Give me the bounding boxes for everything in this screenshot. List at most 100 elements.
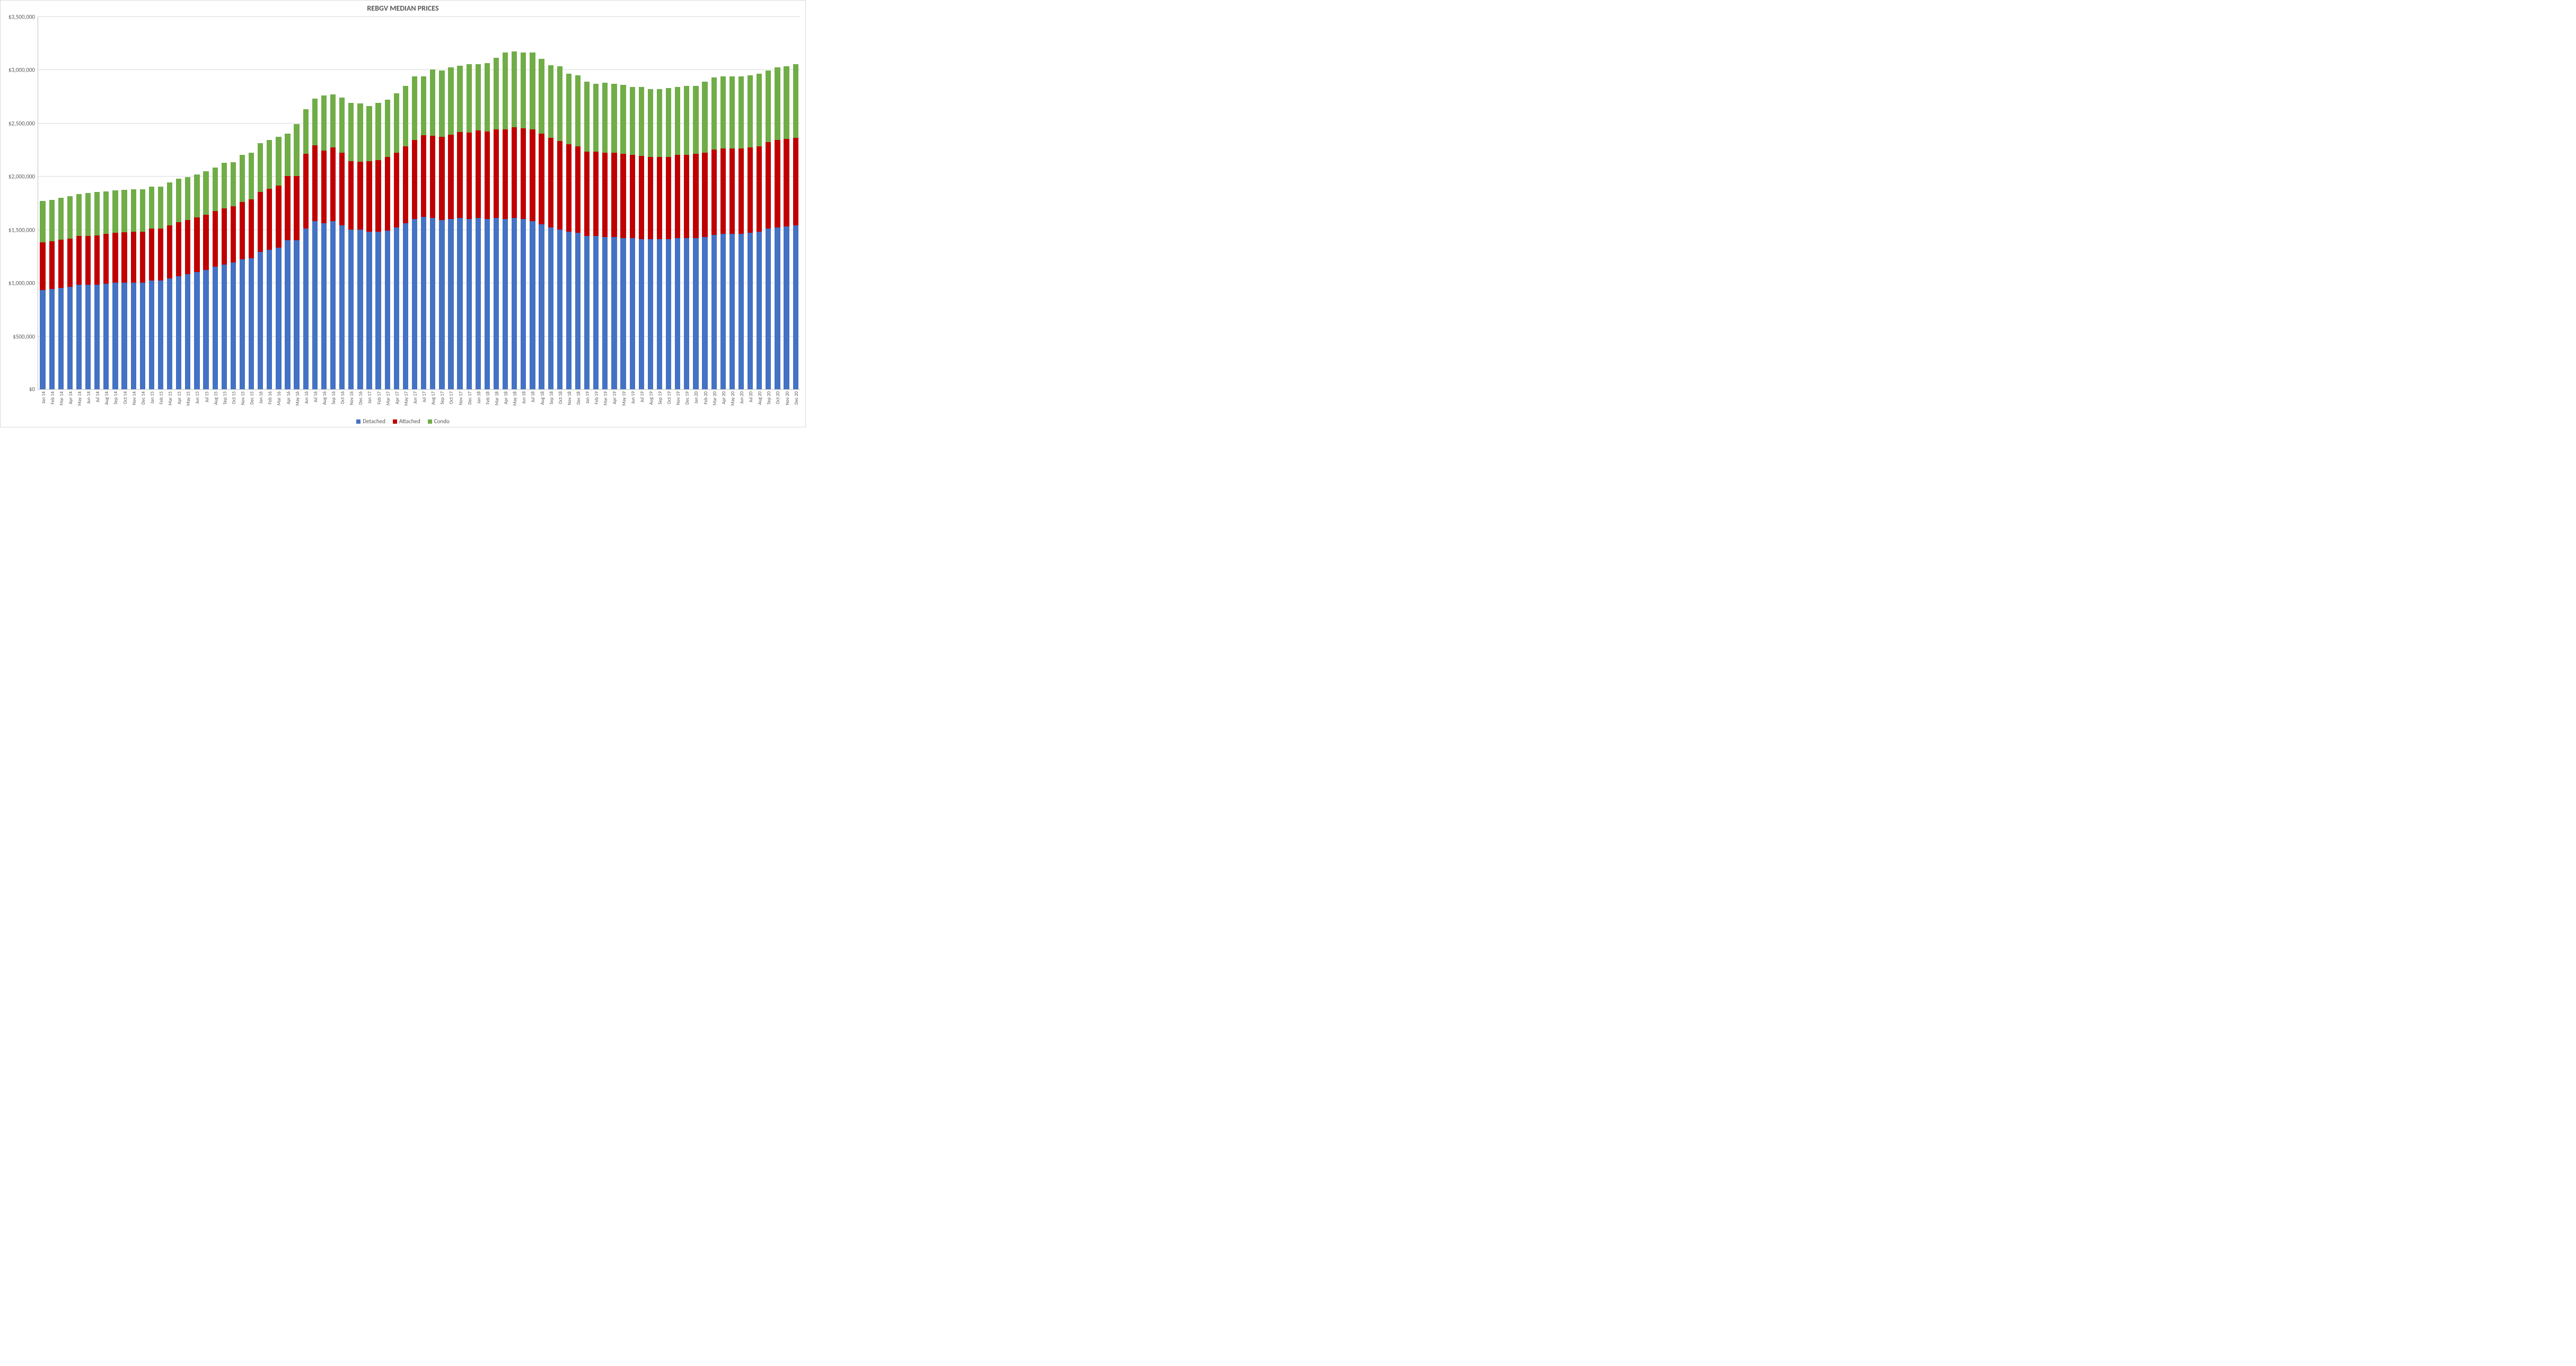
stacked-bar xyxy=(684,16,689,389)
x-axis-label: Oct 14 xyxy=(122,391,128,404)
stacked-bar xyxy=(675,16,680,389)
bar-segment-attached xyxy=(213,211,218,267)
bar-segment-attached xyxy=(729,148,735,234)
bar-segment-detached xyxy=(176,276,181,389)
stacked-bar xyxy=(512,16,517,389)
bar-segment-detached xyxy=(775,227,780,389)
bar-slot: Dec 19 xyxy=(682,16,691,389)
bar-slot: Oct 14 xyxy=(120,16,129,389)
bar-segment-detached xyxy=(348,230,354,389)
bar-segment-condo xyxy=(167,182,172,225)
bar-slot: Nov 17 xyxy=(455,16,464,389)
bar-slot: Mar 19 xyxy=(601,16,610,389)
bar-segment-attached xyxy=(430,136,435,218)
bar-segment-detached xyxy=(448,219,453,389)
stacked-bar xyxy=(766,16,771,389)
bar-segment-condo xyxy=(149,187,154,228)
bar-segment-attached xyxy=(412,140,417,219)
bar-slot: May 17 xyxy=(401,16,410,389)
bar-segment-condo xyxy=(729,76,735,149)
x-axis-label: May 17 xyxy=(403,391,409,406)
stacked-bar xyxy=(149,16,154,389)
bar-segment-attached xyxy=(375,160,381,232)
bar-segment-attached xyxy=(403,146,408,223)
x-axis-label: Sep 14 xyxy=(113,391,119,405)
x-axis-label: Dec 15 xyxy=(249,391,255,405)
bar-segment-condo xyxy=(40,201,45,242)
bar-segment-attached xyxy=(276,186,281,247)
bar-segment-condo xyxy=(112,190,118,232)
bar-segment-attached xyxy=(503,129,508,219)
y-axis-label: $2,500,000 xyxy=(8,120,38,127)
x-axis-label: Feb 16 xyxy=(267,391,273,404)
bar-segment-condo xyxy=(666,88,671,157)
bar-segment-condo xyxy=(403,86,408,146)
x-axis-label: Dec 17 xyxy=(467,391,473,405)
bar-segment-condo xyxy=(321,95,327,151)
bar-segment-detached xyxy=(757,232,762,389)
bar-segment-condo xyxy=(503,52,508,129)
stacked-bar xyxy=(602,16,608,389)
x-axis-label: Dec 20 xyxy=(794,391,799,405)
stacked-bar xyxy=(85,16,91,389)
bar-segment-detached xyxy=(158,281,163,389)
stacked-bar xyxy=(539,16,544,389)
bar-segment-condo xyxy=(267,140,272,189)
x-axis-label: Sep 15 xyxy=(222,391,228,405)
bar-segment-detached xyxy=(203,270,208,389)
stacked-bar xyxy=(521,16,526,389)
bar-segment-attached xyxy=(611,153,617,237)
bar-segment-attached xyxy=(702,153,707,237)
stacked-bar xyxy=(40,16,45,389)
bar-segment-attached xyxy=(231,206,236,262)
bar-segment-attached xyxy=(521,128,526,219)
bar-segment-condo xyxy=(566,74,572,144)
x-axis-label: Jun 19 xyxy=(630,391,636,404)
bar-segment-detached xyxy=(403,223,408,389)
bar-segment-detached xyxy=(494,218,499,389)
x-axis-label: Dec 18 xyxy=(576,391,582,405)
x-axis-label: Mar 17 xyxy=(385,391,391,405)
x-axis-label: Feb 17 xyxy=(376,391,382,404)
stacked-bar xyxy=(394,16,399,389)
bar-segment-condo xyxy=(593,84,599,152)
x-axis-label: Jun 15 xyxy=(195,391,200,404)
x-axis-label: Aug 14 xyxy=(104,391,110,405)
bar-segment-detached xyxy=(339,225,345,389)
bar-segment-attached xyxy=(566,144,572,232)
bar-segment-detached xyxy=(421,217,426,389)
bar-segment-condo xyxy=(258,143,263,192)
bar-segment-condo xyxy=(176,179,181,222)
bar-segment-condo xyxy=(775,67,780,140)
bar-segment-detached xyxy=(231,262,236,389)
x-axis-label: Mar 15 xyxy=(168,391,173,405)
bar-segment-detached xyxy=(194,272,199,389)
bar-segment-condo xyxy=(240,155,245,202)
stacked-bar xyxy=(222,16,227,389)
x-axis-label: Aug 19 xyxy=(648,391,654,405)
stacked-bar xyxy=(58,16,64,389)
bar-segment-condo xyxy=(294,124,299,176)
bar-segment-attached xyxy=(194,217,199,272)
bar-segment-attached xyxy=(103,234,109,284)
stacked-bar xyxy=(630,16,635,389)
x-axis-label: Jun 16 xyxy=(304,391,310,404)
bar-segment-condo xyxy=(421,76,426,135)
bar-segment-attached xyxy=(766,142,771,229)
bar-segment-detached xyxy=(584,236,590,389)
bar-slot: Jul 14 xyxy=(93,16,102,389)
bar-segment-condo xyxy=(67,196,73,238)
bar-slot: Nov 15 xyxy=(238,16,247,389)
stacked-bar xyxy=(158,16,163,389)
bar-segment-condo xyxy=(285,134,290,176)
stacked-bar xyxy=(584,16,590,389)
stacked-bar xyxy=(439,16,444,389)
bar-segment-detached xyxy=(503,219,508,389)
stacked-bar xyxy=(711,16,717,389)
stacked-bar xyxy=(593,16,599,389)
bar-segment-attached xyxy=(176,222,181,276)
bar-segment-attached xyxy=(693,154,698,238)
bar-segment-condo xyxy=(711,77,717,150)
bar-slot: Jul 17 xyxy=(419,16,428,389)
stacked-bar xyxy=(575,16,581,389)
